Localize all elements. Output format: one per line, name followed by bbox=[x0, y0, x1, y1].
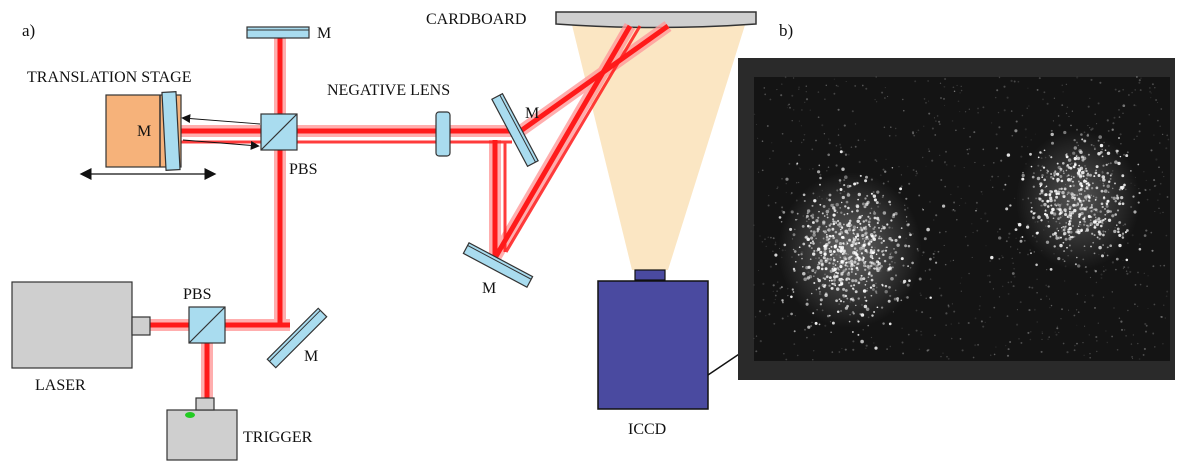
iccd-camera bbox=[597, 269, 709, 410]
panel-label-b: b) bbox=[779, 21, 793, 40]
negative-lens bbox=[435, 111, 451, 157]
pbs-lower-label: PBS bbox=[183, 286, 211, 303]
cardboard-label: CARDBOARD bbox=[426, 11, 526, 28]
stage-mirror-label: M bbox=[137, 123, 151, 140]
mirror-lower-left bbox=[266, 307, 328, 369]
mirror-lower-diagonal bbox=[462, 241, 534, 289]
mirror-right-upper-label: M bbox=[525, 105, 539, 122]
laser-label: LASER bbox=[35, 377, 86, 394]
pbs-upper bbox=[260, 113, 298, 151]
speckle-image bbox=[738, 58, 1175, 380]
reflection-arrows bbox=[181, 114, 261, 150]
translation-stage bbox=[105, 91, 182, 171]
trigger-device bbox=[166, 397, 238, 461]
pbs-lower bbox=[188, 306, 226, 344]
iccd-label: ICCD bbox=[628, 421, 666, 438]
laser-beam bbox=[150, 21, 672, 400]
mirror-right-upper bbox=[491, 92, 539, 168]
panel-label-a: a) bbox=[22, 21, 35, 40]
laser-source bbox=[11, 281, 151, 369]
cardboard-screen bbox=[555, 11, 757, 29]
mirror-top-label: M bbox=[317, 25, 331, 42]
mirror-top bbox=[246, 26, 310, 39]
trigger-label: TRIGGER bbox=[243, 429, 313, 446]
light-cone bbox=[572, 25, 745, 270]
negative-lens-label: NEGATIVE LENS bbox=[327, 82, 450, 99]
mirror-lower-left-label: M bbox=[304, 348, 318, 365]
translation-stage-label: TRANSLATION STAGE bbox=[27, 69, 192, 86]
mirror-lower-diagonal-label: M bbox=[482, 280, 496, 297]
pbs-upper-label: PBS bbox=[289, 161, 317, 178]
